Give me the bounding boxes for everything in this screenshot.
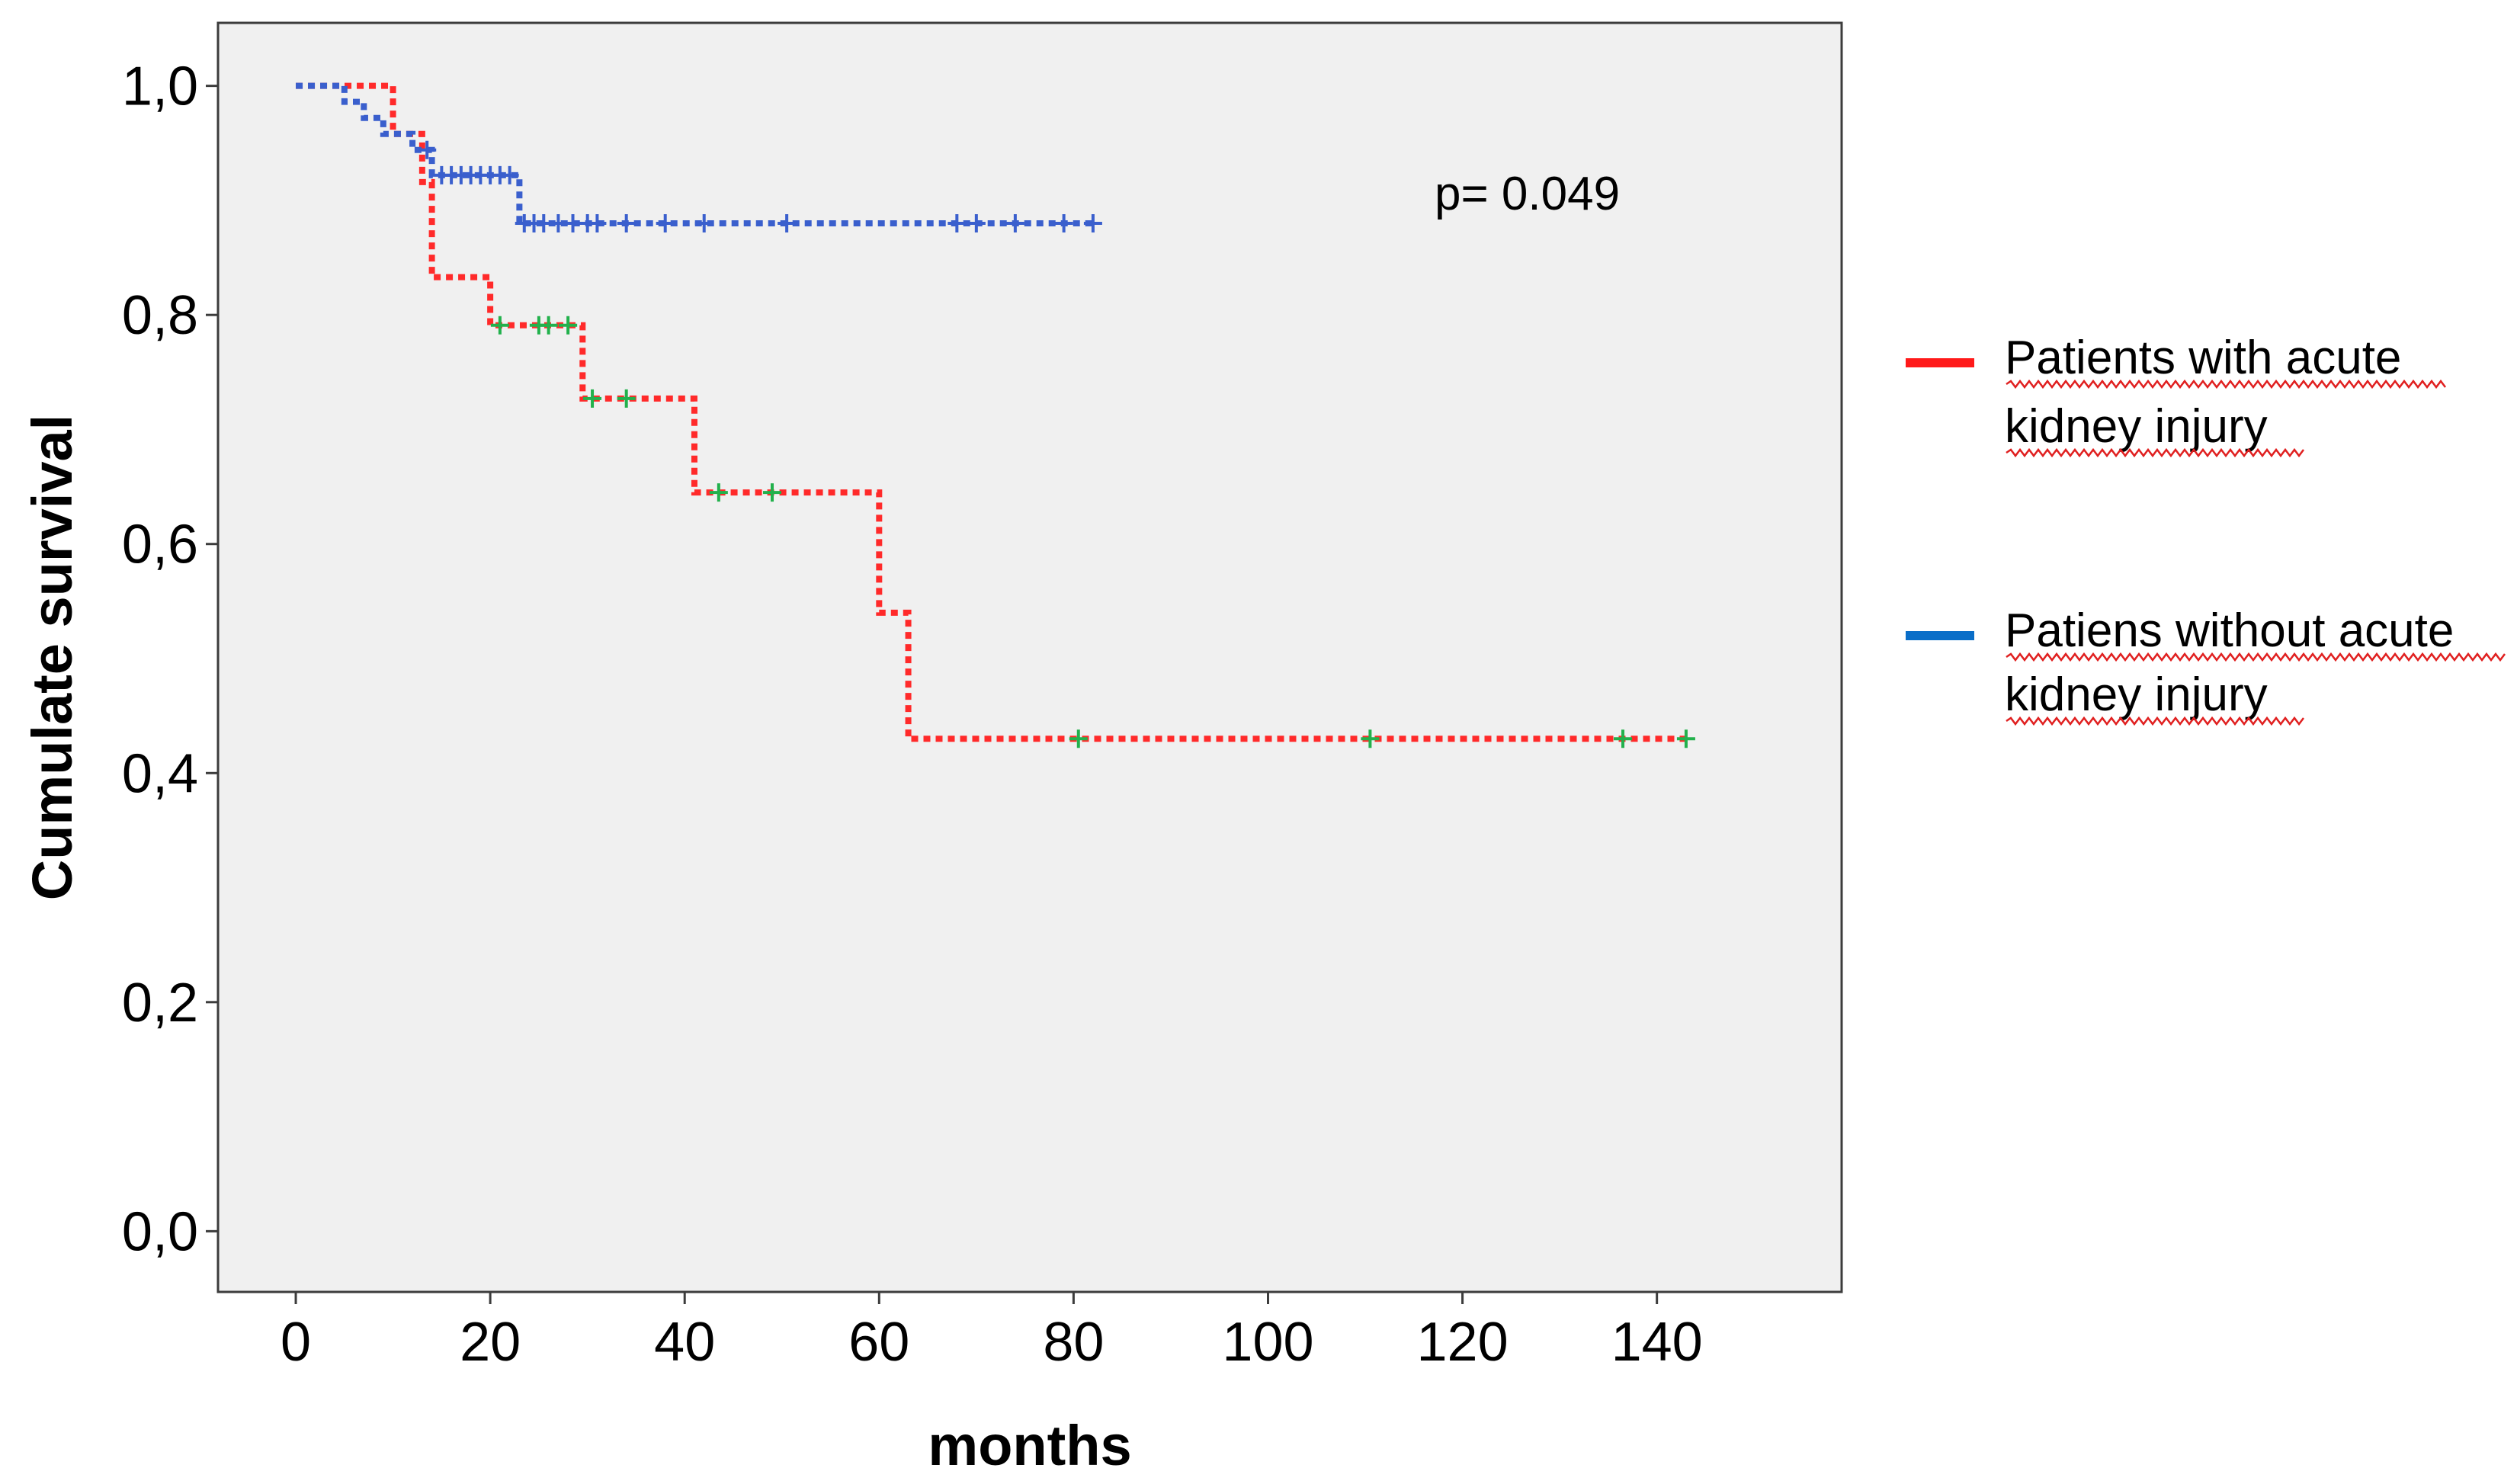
censor-mark bbox=[656, 213, 675, 232]
legend-swatch-no-aki bbox=[1906, 631, 1974, 640]
x-tick-label: 120 bbox=[1417, 1312, 1509, 1373]
censor-mark bbox=[418, 140, 437, 159]
y-tick-label: 0,4 bbox=[122, 743, 198, 804]
censor-mark bbox=[500, 165, 519, 184]
censor-mark bbox=[588, 213, 607, 232]
censor-mark bbox=[1676, 729, 1695, 748]
censor-mark bbox=[967, 213, 986, 232]
censor-mark bbox=[539, 316, 558, 335]
spellcheck-underline bbox=[2006, 447, 2304, 458]
plot-area bbox=[216, 21, 1843, 1293]
x-tick-label: 0 bbox=[281, 1312, 311, 1373]
x-tick-label: 20 bbox=[460, 1312, 521, 1373]
spellcheck-underline bbox=[2006, 716, 2304, 726]
y-tick-label: 0,0 bbox=[122, 1201, 198, 1262]
censor-mark bbox=[947, 213, 967, 232]
legend-swatch-aki bbox=[1906, 358, 1974, 367]
legend-label-no-aki-line2: kidney injury bbox=[2005, 668, 2268, 721]
y-tick-label: 1,0 bbox=[122, 56, 198, 117]
censor-mark bbox=[1054, 213, 1073, 232]
x-axis-title: months bbox=[928, 1414, 1131, 1477]
x-tick-label: 80 bbox=[1043, 1312, 1104, 1373]
y-tick-label: 0,8 bbox=[122, 285, 198, 346]
censor-mark bbox=[1361, 729, 1380, 748]
legend-label-no-aki-line1: Patiens without acute bbox=[2005, 604, 2454, 657]
censor-mark bbox=[778, 213, 797, 232]
censor-mark bbox=[1005, 213, 1024, 232]
legend-label-aki-line1: Patients with acute bbox=[2005, 332, 2401, 384]
p-value-annotation: p= 0.049 bbox=[1435, 168, 1620, 220]
x-tick-label: 60 bbox=[848, 1312, 909, 1373]
x-tick-label: 100 bbox=[1222, 1312, 1313, 1373]
censor-mark bbox=[490, 316, 509, 335]
x-tick-label: 40 bbox=[654, 1312, 715, 1373]
y-tick-label: 0,6 bbox=[122, 514, 198, 575]
censor-mark bbox=[1614, 729, 1633, 748]
censor-mark bbox=[583, 389, 602, 408]
censor-mark bbox=[1069, 729, 1088, 748]
legend-label-aki-line2: kidney injury bbox=[2005, 400, 2268, 453]
censor-mark bbox=[709, 483, 728, 502]
censor-mark bbox=[617, 213, 636, 232]
censor-mark bbox=[694, 213, 713, 232]
spellcheck-underline bbox=[2006, 379, 2446, 389]
censor-mark bbox=[763, 483, 782, 502]
x-tick-label: 140 bbox=[1611, 1312, 1703, 1373]
legend: Patients with acute kidney injury Patien… bbox=[1906, 332, 2506, 726]
censor-mark bbox=[559, 316, 578, 335]
y-axis-title: Cumulate survival bbox=[21, 415, 84, 900]
censor-mark bbox=[617, 389, 636, 408]
censor-mark bbox=[1083, 213, 1102, 232]
censor-marks-aki bbox=[490, 316, 1695, 748]
spellcheck-underline bbox=[2006, 652, 2506, 662]
censor-marks-no-aki bbox=[418, 140, 1102, 232]
y-tick-label: 0,2 bbox=[122, 973, 198, 1034]
